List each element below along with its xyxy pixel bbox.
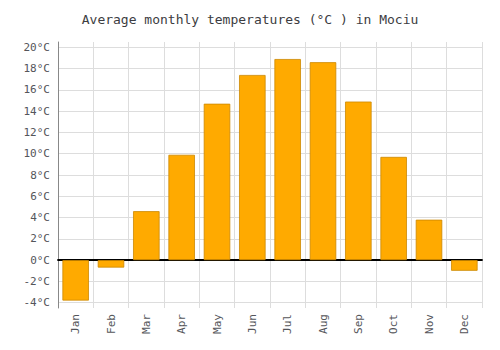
svg-text:Dec: Dec bbox=[458, 314, 471, 334]
svg-text:Apr: Apr bbox=[175, 314, 188, 334]
svg-text:6°C: 6°C bbox=[30, 190, 50, 203]
svg-text:-4°C: -4°C bbox=[24, 296, 51, 309]
svg-text:Average monthly temperatures (: Average monthly temperatures (°C ) in Mo… bbox=[82, 12, 419, 27]
svg-text:10°C: 10°C bbox=[24, 147, 51, 160]
svg-text:18°C: 18°C bbox=[24, 62, 51, 75]
svg-text:Feb: Feb bbox=[105, 314, 118, 334]
svg-text:20°C: 20°C bbox=[24, 41, 51, 54]
svg-text:16°C: 16°C bbox=[24, 83, 51, 96]
svg-text:Jan: Jan bbox=[69, 314, 82, 334]
svg-text:-2°C: -2°C bbox=[24, 275, 51, 288]
svg-text:May: May bbox=[211, 314, 224, 334]
svg-text:14°C: 14°C bbox=[24, 105, 51, 118]
svg-text:Nov: Nov bbox=[423, 314, 436, 334]
svg-text:Aug: Aug bbox=[317, 314, 330, 334]
svg-text:2°C: 2°C bbox=[30, 232, 50, 245]
svg-text:Jun: Jun bbox=[246, 314, 259, 334]
svg-text:4°C: 4°C bbox=[30, 211, 50, 224]
svg-text:Oct: Oct bbox=[387, 314, 400, 334]
svg-text:Sep: Sep bbox=[352, 314, 365, 334]
svg-text:Mar: Mar bbox=[140, 314, 153, 334]
svg-text:8°C: 8°C bbox=[30, 169, 50, 182]
svg-text:12°C: 12°C bbox=[24, 126, 51, 139]
svg-text:Jul: Jul bbox=[281, 314, 294, 334]
svg-text:0°C: 0°C bbox=[30, 254, 50, 267]
